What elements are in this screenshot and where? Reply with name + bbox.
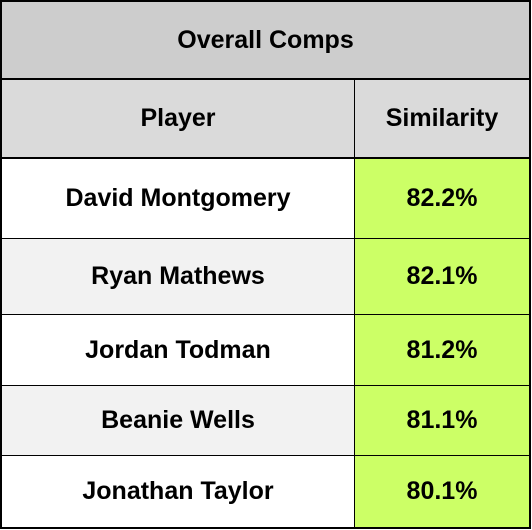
similarity-cell: 81.2% (355, 315, 529, 385)
player-name-cell: Ryan Mathews (2, 239, 355, 314)
table-row: Jordan Todman 81.2% (2, 315, 529, 386)
player-name-cell: Beanie Wells (2, 386, 355, 455)
table-row: David Montgomery 82.2% (2, 159, 529, 239)
table-row: Jonathan Taylor 80.1% (2, 456, 529, 527)
table-title-row: Overall Comps (2, 2, 529, 80)
similarity-cell: 81.1% (355, 386, 529, 455)
column-header-similarity: Similarity (385, 104, 499, 132)
table-title: Overall Comps (177, 25, 354, 54)
similarity-cell: 82.1% (355, 239, 529, 314)
table-header-row: Player Similarity (2, 80, 529, 159)
player-name-cell: David Montgomery (2, 159, 355, 238)
similarity-cell: 82.2% (355, 159, 529, 238)
table-row: Ryan Mathews 82.1% (2, 239, 529, 315)
player-name-cell: Jordan Todman (2, 315, 355, 385)
player-name-cell: Jonathan Taylor (2, 456, 355, 527)
column-header-player: Player (2, 80, 355, 157)
similarity-cell: 80.1% (355, 456, 529, 527)
table-row: Beanie Wells 81.1% (2, 386, 529, 456)
